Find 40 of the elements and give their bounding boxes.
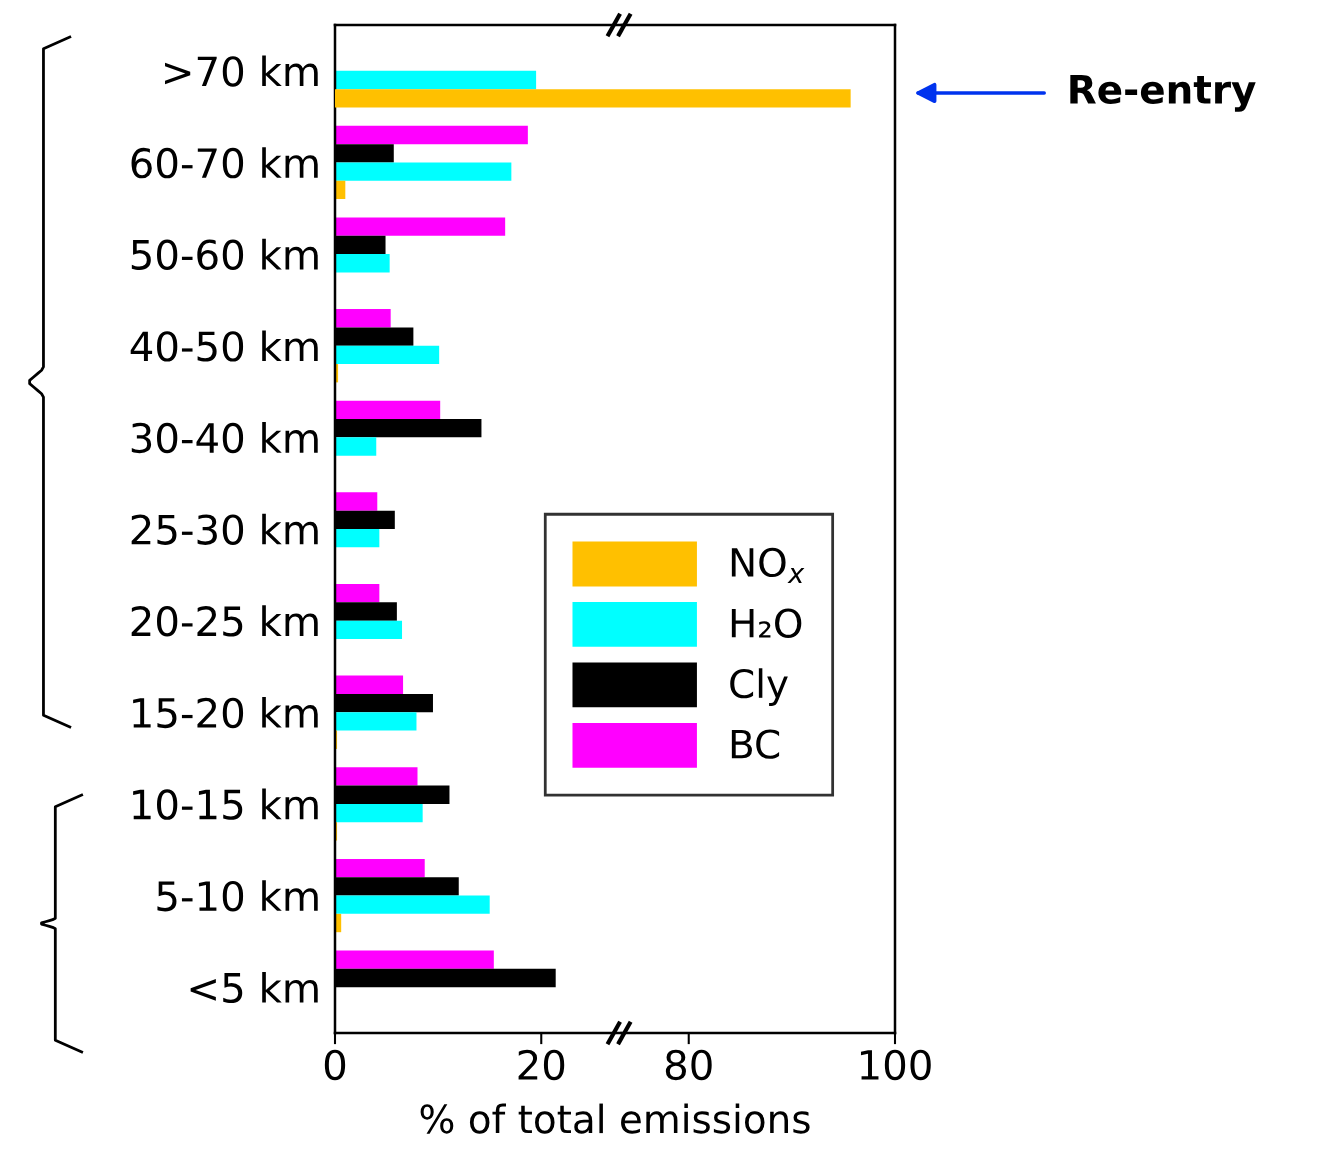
bar	[335, 767, 418, 786]
legend-label: Cly	[730, 668, 788, 706]
bar	[335, 125, 528, 145]
x-axis-title: % of total emissions	[420, 1103, 810, 1134]
y-tick-label: 25-30 km	[131, 513, 318, 545]
bar	[335, 492, 378, 511]
bar	[335, 675, 404, 694]
bar	[335, 803, 423, 823]
y-tick-label: 40-50 km	[130, 330, 318, 362]
x-tick-label: 0	[324, 1049, 346, 1081]
bar	[335, 583, 380, 603]
bar	[335, 858, 425, 878]
y-tick-label: 30-40 km	[131, 422, 318, 454]
bar	[335, 217, 506, 236]
x-tick-label: 100	[860, 1049, 931, 1081]
text: Re-entry	[1070, 75, 1256, 112]
bar	[335, 895, 490, 914]
legend-label: BC	[731, 729, 780, 759]
bar	[335, 345, 440, 365]
bar	[335, 400, 441, 420]
y-tick-label: 60-70 km	[131, 147, 318, 179]
bar	[335, 309, 391, 328]
y-tick-label: 10-15 km	[133, 788, 318, 820]
y-tick-label: >70 km	[165, 55, 318, 87]
y-tick-label: 15-20 km	[133, 696, 318, 729]
bar	[335, 254, 390, 273]
y-tick-label: <5 km	[190, 971, 318, 1004]
y-tick-label: 5-10 km	[157, 880, 318, 912]
bar	[335, 162, 512, 181]
legend-label: NO$_{x}$	[731, 547, 805, 583]
x-tick-label: 20	[518, 1049, 565, 1081]
bar	[335, 620, 403, 639]
y-tick-label: 20-25 km	[131, 605, 318, 637]
x-tick-label: 80	[665, 1049, 712, 1081]
bar	[335, 712, 417, 731]
y-tick-label: 50-60 km	[131, 238, 318, 270]
legend-label: H₂O	[731, 608, 802, 638]
bar	[335, 529, 380, 548]
bar	[335, 437, 377, 456]
bar	[335, 950, 494, 969]
